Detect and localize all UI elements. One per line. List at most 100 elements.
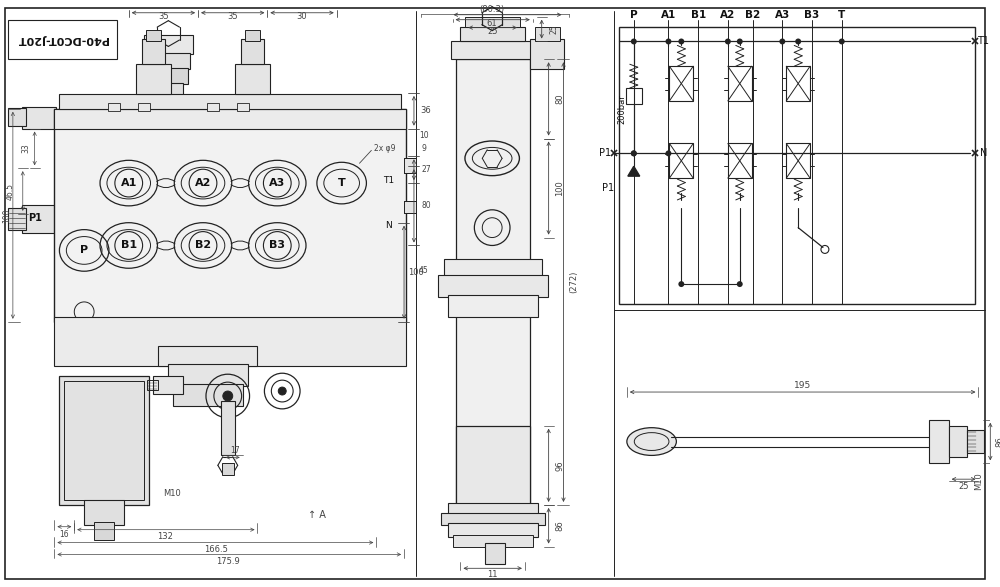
Bar xyxy=(8,208,26,230)
Bar xyxy=(453,535,533,546)
Text: 61: 61 xyxy=(487,19,497,28)
Bar xyxy=(147,53,190,69)
Text: 45: 45 xyxy=(419,266,429,275)
Polygon shape xyxy=(628,166,640,176)
Bar xyxy=(929,420,949,463)
Text: 33: 33 xyxy=(21,144,30,153)
Circle shape xyxy=(631,150,637,156)
Bar xyxy=(142,39,165,64)
Text: 86: 86 xyxy=(555,520,564,531)
Text: B3: B3 xyxy=(269,241,285,251)
Bar xyxy=(456,59,530,505)
Text: P40-DC0T-J20T: P40-DC0T-J20T xyxy=(17,35,108,45)
Bar xyxy=(485,542,505,564)
Text: 2x φ9: 2x φ9 xyxy=(374,144,396,153)
Text: 10: 10 xyxy=(419,131,429,140)
Bar xyxy=(54,109,406,129)
Text: N: N xyxy=(385,221,392,230)
Text: (80.3): (80.3) xyxy=(480,5,505,14)
Text: 46.5: 46.5 xyxy=(5,183,14,200)
Bar xyxy=(235,64,270,94)
Bar xyxy=(8,20,117,59)
Bar xyxy=(136,64,171,94)
Bar xyxy=(168,365,248,386)
Bar xyxy=(54,317,406,366)
Bar xyxy=(149,68,188,84)
Bar xyxy=(59,376,149,505)
Text: B2: B2 xyxy=(745,10,760,20)
Text: 175.9: 175.9 xyxy=(216,557,240,566)
Text: B1: B1 xyxy=(121,241,137,251)
Bar xyxy=(619,26,975,304)
Bar xyxy=(59,94,401,109)
Bar xyxy=(530,39,564,69)
Bar xyxy=(147,380,158,390)
Bar xyxy=(64,381,144,500)
Text: 35: 35 xyxy=(227,12,238,21)
Bar xyxy=(967,430,984,453)
Text: P1: P1 xyxy=(599,149,611,158)
Bar xyxy=(728,143,752,178)
Circle shape xyxy=(631,39,637,45)
Bar xyxy=(404,158,416,173)
Text: A2: A2 xyxy=(720,10,735,20)
Text: P: P xyxy=(80,245,88,255)
Text: 27: 27 xyxy=(421,165,431,174)
Circle shape xyxy=(223,391,233,401)
Text: 9: 9 xyxy=(421,144,426,153)
Circle shape xyxy=(839,39,845,45)
Text: 25: 25 xyxy=(487,27,497,36)
Text: 35: 35 xyxy=(158,12,169,21)
Text: P: P xyxy=(630,10,638,20)
Text: 100: 100 xyxy=(408,268,424,276)
Text: 100: 100 xyxy=(2,208,11,223)
Bar xyxy=(153,376,183,394)
Text: 25: 25 xyxy=(549,25,558,35)
Text: A3: A3 xyxy=(775,10,790,20)
Bar xyxy=(786,143,810,178)
Bar xyxy=(144,35,193,55)
Circle shape xyxy=(725,39,731,45)
Text: 11: 11 xyxy=(487,570,497,579)
Text: B1: B1 xyxy=(691,10,706,20)
Circle shape xyxy=(665,39,671,45)
Text: 166.5: 166.5 xyxy=(204,545,228,554)
Text: T1: T1 xyxy=(977,36,989,46)
Bar xyxy=(245,29,260,42)
Circle shape xyxy=(278,387,286,395)
Text: T1: T1 xyxy=(383,176,394,184)
Bar xyxy=(465,16,520,26)
Bar xyxy=(173,384,243,406)
Bar xyxy=(84,500,124,525)
Bar xyxy=(94,522,114,539)
Text: 100: 100 xyxy=(555,180,564,196)
Text: 80: 80 xyxy=(555,93,564,104)
Text: N: N xyxy=(980,149,987,158)
Ellipse shape xyxy=(627,428,676,456)
Text: T: T xyxy=(838,10,845,20)
Text: B2: B2 xyxy=(195,241,211,251)
Text: A3: A3 xyxy=(269,178,285,188)
Bar xyxy=(207,103,219,111)
Circle shape xyxy=(779,39,785,45)
Bar xyxy=(535,26,560,42)
Bar xyxy=(158,346,257,366)
Text: 86: 86 xyxy=(996,436,1000,447)
Text: M10: M10 xyxy=(163,488,181,498)
Circle shape xyxy=(678,281,684,287)
Bar xyxy=(448,523,538,537)
Bar xyxy=(786,66,810,101)
Bar xyxy=(949,426,967,457)
Text: 80: 80 xyxy=(421,201,431,210)
Text: ↑ A: ↑ A xyxy=(308,510,326,520)
Circle shape xyxy=(678,39,684,45)
Bar xyxy=(728,66,752,101)
Text: P1: P1 xyxy=(602,183,614,193)
Bar xyxy=(221,401,235,456)
Text: 96: 96 xyxy=(555,460,564,471)
Bar xyxy=(451,42,535,59)
Text: 200bar: 200bar xyxy=(617,94,626,124)
Bar xyxy=(404,201,416,213)
Text: T: T xyxy=(338,178,346,188)
Text: 36: 36 xyxy=(420,106,431,115)
